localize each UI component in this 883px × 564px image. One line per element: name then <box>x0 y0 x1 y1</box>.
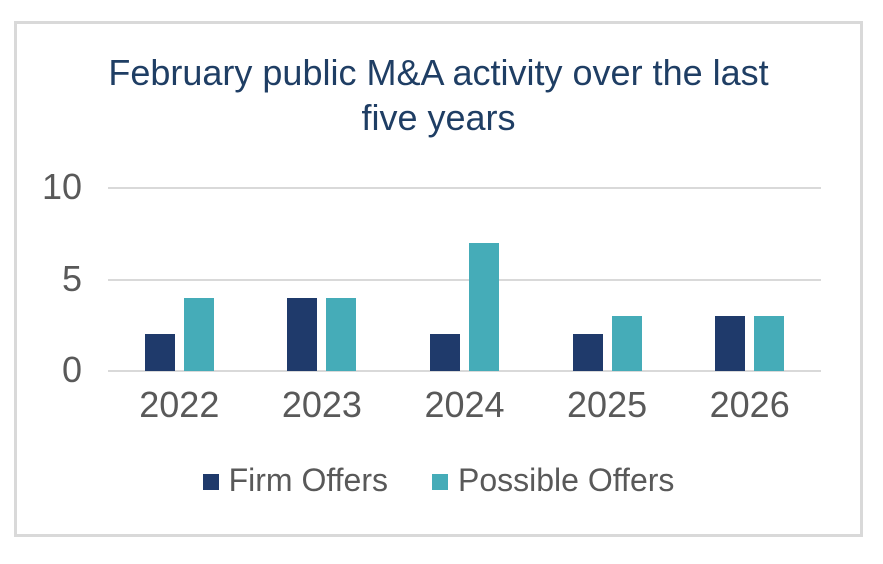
bar-possible-offers-2023 <box>326 297 357 371</box>
x-tick-label-2024: 2024 <box>424 384 505 425</box>
plot-area: 0 5 10 <box>42 166 821 390</box>
bar-possible-offers-2025 <box>611 316 642 371</box>
legend: Firm Offers Possible Offers <box>17 462 860 499</box>
legend-swatch-possible-offers <box>432 473 448 490</box>
legend-label-possible-offers: Possible Offers <box>458 462 675 498</box>
chart-frame: February public M&A activity over the la… <box>14 21 863 537</box>
x-tick-label-2022: 2022 <box>139 384 220 425</box>
bar-group-2026 <box>678 188 821 371</box>
bar-group-2022 <box>108 188 251 371</box>
bar-firm-offers-2022 <box>144 334 175 371</box>
x-tick-label-2023: 2023 <box>281 384 362 425</box>
gridline-5 <box>108 278 821 281</box>
x-axis-tick-labels: 2022 2023 2024 2025 2026 <box>108 384 821 426</box>
bar-firm-offers-2026 <box>715 316 746 371</box>
x-tick-label-2025: 2025 <box>567 384 648 425</box>
bar-possible-offers-2022 <box>183 297 214 371</box>
legend-item-possible-offers: Possible Offers <box>432 462 674 499</box>
bar-possible-offers-2026 <box>754 316 785 371</box>
gridline-10 <box>108 187 821 189</box>
x-tick-label-2026: 2026 <box>709 384 790 425</box>
bar-firm-offers-2023 <box>287 297 318 371</box>
bar-firm-offers-2025 <box>572 334 603 371</box>
gridline-0 <box>108 370 821 372</box>
chart-title: February public M&A activity over the la… <box>108 52 769 138</box>
legend-label-firm-offers: Firm Offers <box>228 462 388 498</box>
y-tick-label-10: 10 <box>41 166 82 208</box>
bar-group-2025 <box>536 188 679 371</box>
legend-swatch-firm-offers <box>202 473 219 490</box>
bar-groups <box>108 188 821 371</box>
bar-possible-offers-2024 <box>468 242 499 371</box>
legend-item-firm-offers: Firm Offers <box>202 462 388 499</box>
bar-group-2024 <box>393 188 536 371</box>
bar-firm-offers-2024 <box>429 334 460 371</box>
y-tick-label-5: 5 <box>61 257 82 299</box>
y-tick-label-0: 0 <box>61 349 82 391</box>
bar-group-2023 <box>251 188 394 371</box>
